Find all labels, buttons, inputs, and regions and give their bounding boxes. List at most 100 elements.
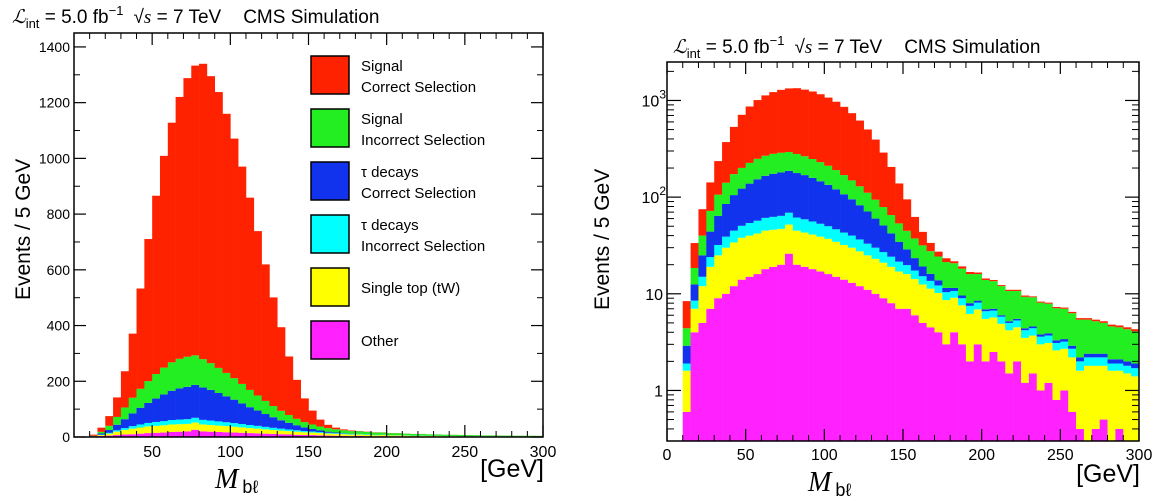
bar-tau-incorrect bbox=[285, 429, 294, 432]
bar-tau-incorrect bbox=[128, 426, 137, 429]
bar-other bbox=[918, 322, 927, 441]
bar-tau-incorrect bbox=[331, 433, 341, 434]
bar-tau-correct bbox=[308, 428, 317, 432]
experiment-label: CMS Simulation bbox=[243, 7, 379, 28]
bar-signal-incorrect bbox=[285, 414, 294, 423]
bar-signal-incorrect bbox=[410, 434, 419, 436]
x-tick-label: 50 bbox=[143, 444, 161, 461]
bar-signal-incorrect bbox=[347, 431, 356, 434]
bar-tau-incorrect bbox=[230, 423, 239, 427]
bar-signal-correct bbox=[222, 113, 231, 373]
y-tick-label: 1 bbox=[654, 383, 663, 400]
bar-tau-incorrect bbox=[1005, 322, 1014, 331]
bar-single-top bbox=[386, 435, 395, 437]
bar-tau-incorrect bbox=[989, 310, 998, 318]
bar-signal-incorrect bbox=[183, 356, 192, 387]
bar-other bbox=[1005, 373, 1014, 441]
bar-signal-incorrect bbox=[425, 434, 434, 436]
bar-tau-correct bbox=[159, 394, 169, 422]
bar-tau-correct bbox=[175, 388, 184, 420]
bar-tau-correct bbox=[682, 345, 691, 364]
bar-tau-incorrect bbox=[1036, 336, 1045, 345]
bar-signal-incorrect bbox=[355, 431, 364, 434]
bar-tau-correct bbox=[324, 431, 333, 433]
bar-tau-incorrect bbox=[222, 422, 231, 427]
bar-tau-correct bbox=[167, 390, 176, 421]
bar-tau-incorrect bbox=[926, 280, 935, 289]
bar-signal-correct bbox=[144, 239, 153, 382]
bar-tau-incorrect bbox=[958, 298, 967, 306]
lumi-value: = 5.0 fb bbox=[39, 7, 108, 28]
right-bars bbox=[682, 88, 1140, 441]
bar-signal-correct bbox=[316, 419, 325, 427]
bar-signal-correct bbox=[105, 416, 114, 426]
lumi-exponent: −1 bbox=[109, 3, 124, 18]
bar-tau-correct bbox=[871, 218, 880, 248]
bar-tau-correct bbox=[965, 303, 975, 306]
y-tick-label: 1000 bbox=[39, 150, 70, 166]
bar-tau-correct bbox=[277, 420, 286, 429]
bar-signal-correct bbox=[347, 430, 356, 432]
experiment-label: CMS Simulation bbox=[904, 37, 1040, 58]
bar-signal-correct bbox=[1060, 307, 1069, 309]
bar-tau-correct bbox=[690, 284, 699, 301]
bar-single-top bbox=[253, 428, 262, 434]
y-tick-label: 1200 bbox=[39, 95, 70, 111]
bar-other bbox=[863, 289, 872, 441]
bar-tau-correct bbox=[824, 184, 833, 227]
x-tick-label: 150 bbox=[890, 447, 917, 464]
x-tick-label: 100 bbox=[217, 444, 244, 461]
bar-signal-incorrect bbox=[816, 162, 825, 182]
bar-tau-incorrect bbox=[1060, 341, 1069, 349]
bar-signal-correct bbox=[113, 397, 122, 417]
bar-other bbox=[965, 361, 975, 441]
bar-tau-correct bbox=[222, 396, 231, 423]
bar-tau-incorrect bbox=[105, 432, 114, 434]
bar-single-top bbox=[199, 424, 208, 432]
bar-other bbox=[926, 327, 935, 441]
bar-tau-correct bbox=[973, 300, 982, 303]
bar-tau-correct bbox=[942, 287, 951, 293]
bar-tau-incorrect bbox=[1013, 320, 1022, 328]
bar-tau-correct bbox=[300, 427, 309, 432]
bar-single-top bbox=[378, 435, 387, 437]
bar-signal-correct bbox=[175, 96, 184, 359]
bar-tau-incorrect bbox=[1068, 348, 1077, 358]
y-tick-label: 600 bbox=[47, 262, 71, 278]
bar-single-top bbox=[371, 435, 380, 437]
bar-other bbox=[285, 434, 294, 437]
bar-tau-correct bbox=[855, 205, 864, 240]
bar-signal-correct bbox=[152, 195, 161, 375]
bar-signal-incorrect bbox=[277, 410, 286, 421]
y-tick-label: 200 bbox=[47, 373, 71, 389]
bar-tau-incorrect bbox=[238, 424, 247, 428]
lumi-subscript: int bbox=[687, 46, 701, 61]
bar-single-top bbox=[816, 236, 825, 272]
bar-signal-correct bbox=[269, 297, 278, 407]
bar-single-top bbox=[737, 237, 746, 280]
bar-tau-incorrect bbox=[777, 215, 786, 229]
bar-tau-correct bbox=[910, 258, 920, 271]
bar-other bbox=[1060, 390, 1069, 441]
bar-single-top bbox=[316, 433, 325, 436]
lumi-symbol: ℒ bbox=[12, 7, 27, 28]
left-legend: Signal Correct Selection Signal Incorrect S… bbox=[310, 55, 485, 360]
bar-tau-correct bbox=[895, 241, 904, 262]
bar-tau-correct bbox=[777, 172, 786, 216]
bar-signal-incorrect bbox=[1021, 296, 1030, 329]
bar-other bbox=[973, 344, 982, 441]
bar-tau-incorrect bbox=[706, 257, 715, 267]
bar-tau-incorrect bbox=[214, 421, 223, 426]
bar-other bbox=[800, 266, 809, 441]
bar-tau-incorrect bbox=[792, 217, 802, 231]
bar-signal-incorrect bbox=[206, 363, 215, 390]
bar-signal-incorrect bbox=[191, 355, 200, 385]
left-chart: ℒint = 5.0 fb−1 √s = 7 TeV CMS Simulation … bbox=[12, 3, 556, 497]
bar-other bbox=[981, 361, 990, 441]
bar-tau-incorrect bbox=[769, 216, 778, 230]
bar-other bbox=[175, 431, 184, 437]
bar-tau-incorrect bbox=[903, 265, 912, 275]
